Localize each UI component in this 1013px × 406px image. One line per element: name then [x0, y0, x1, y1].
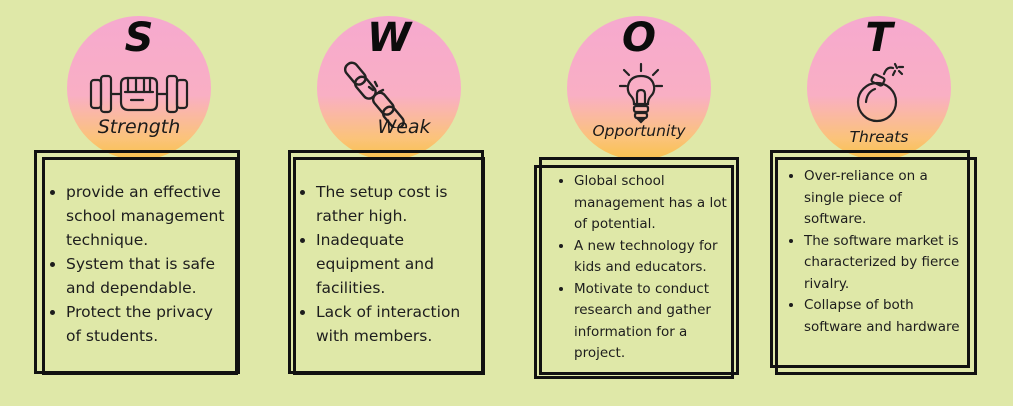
- weak-label: Weak: [377, 116, 431, 138]
- weak-circle: W Weak: [317, 16, 461, 160]
- strength-points: provide an effective school management t…: [46, 180, 230, 348]
- weak-points: The setup cost is rather high. Inadequat…: [296, 180, 476, 348]
- threats-point: Collapse of both software and hardware: [804, 295, 964, 338]
- opportunity-frame-outer: [539, 157, 739, 375]
- opportunity-point: A new technology for kids and educators.: [574, 236, 732, 279]
- threats-circle: T Threats: [807, 16, 951, 160]
- opportunity-letter: O: [621, 15, 656, 61]
- threats-points: Over-reliance on a single piece of softw…: [784, 166, 964, 338]
- strength-circle: S Strength: [67, 16, 211, 160]
- threats-point: The software market is characterized by …: [804, 231, 964, 296]
- swot-opportunity-column: O Opportunity Global school management h…: [530, 0, 750, 406]
- threats-frame-inner: [775, 157, 977, 375]
- opportunity-frame-inner: [534, 165, 734, 379]
- opportunity-points: Global school management has a lot of po…: [554, 171, 732, 365]
- weak-point: The setup cost is rather high.: [316, 180, 476, 228]
- bomb-icon: [856, 62, 905, 123]
- opportunity-circle: O Opportunity: [567, 16, 711, 160]
- dumbbell-fist-icon: [89, 74, 189, 114]
- opportunity-label: Opportunity: [592, 122, 686, 140]
- strength-point: System that is safe and dependable.: [66, 252, 230, 300]
- strength-label: Strength: [97, 116, 181, 138]
- strength-point: Protect the privacy of students.: [66, 300, 230, 348]
- threats-letter: T: [865, 15, 893, 61]
- opportunity-point: Global school management has a lot of po…: [574, 171, 732, 236]
- strength-letter: S: [124, 15, 154, 61]
- swot-strength-column: S Strength provide an effective: [30, 0, 250, 406]
- weak-point: Inadequate equipment and facilities.: [316, 228, 476, 300]
- light-bulb-icon: [619, 62, 663, 124]
- threats-point: Over-reliance on a single piece of softw…: [804, 166, 964, 231]
- strength-point: provide an effective school management t…: [66, 180, 230, 252]
- swot-weak-column: W Weak The setup cost is rather high. In…: [280, 0, 500, 406]
- swot-threats-column: T Threats Over-reliance on a single piec…: [770, 0, 990, 406]
- threats-label: Threats: [849, 128, 909, 146]
- strength-frame-inner: [42, 157, 238, 375]
- weak-frame-inner: [293, 157, 485, 375]
- weak-letter: W: [366, 15, 412, 61]
- broken-chain-icon: [343, 61, 405, 128]
- opportunity-point: Motivate to conduct research and gather …: [574, 279, 732, 365]
- weak-point: Lack of interaction with members.: [316, 300, 476, 348]
- threats-frame-outer: [770, 150, 970, 368]
